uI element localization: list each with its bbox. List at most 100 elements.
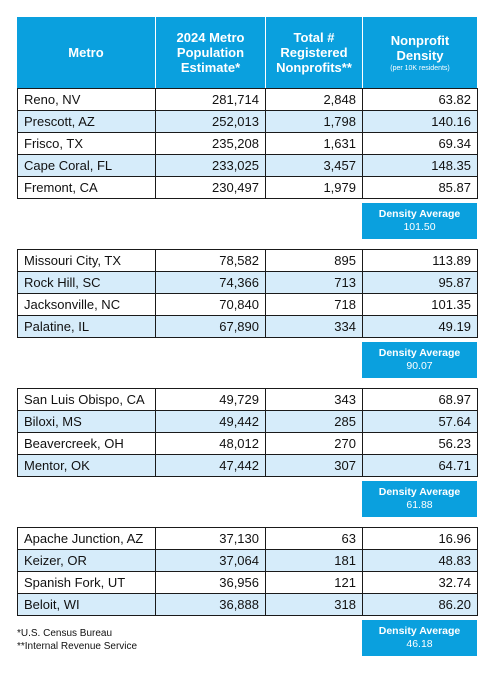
density-cell: 32.74	[362, 571, 478, 594]
metro-cell: Rock Hill, SC	[17, 271, 156, 294]
density-average-label: Density Average	[378, 347, 461, 359]
density-cell: 16.96	[362, 527, 478, 550]
footnotes: *U.S. Census Bureau **Internal Revenue S…	[17, 627, 137, 653]
table-row: Frisco, TX 235,208 1,631 69.34	[17, 132, 478, 155]
metro-cell: Spanish Fork, UT	[17, 571, 156, 594]
table-row: Spanish Fork, UT 36,956 121 32.74	[17, 571, 478, 594]
density-average-value: 61.88	[406, 499, 433, 511]
population-cell: 37,130	[155, 527, 266, 550]
header-metro: Metro	[68, 45, 104, 60]
population-cell: 233,025	[155, 154, 266, 177]
nonprofits-cell: 334	[265, 315, 363, 338]
density-cell: 48.83	[362, 549, 478, 572]
table-header: Metro 2024 Metro Population Estimate* To…	[17, 17, 477, 88]
table-row: Biloxi, MS 49,442 285 57.64	[17, 410, 478, 433]
table-group-2: Missouri City, TX 78,582 895 113.89 Rock Hil…	[17, 249, 478, 378]
density-average-box: Density Average 46.18	[362, 620, 477, 656]
metro-cell: Frisco, TX	[17, 132, 156, 155]
metro-cell: Missouri City, TX	[17, 249, 156, 272]
density-cell: 148.35	[362, 154, 478, 177]
table-row: Beavercreek, OH 48,012 270 56.23	[17, 432, 478, 455]
density-cell: 140.16	[362, 110, 478, 133]
metro-cell: Fremont, CA	[17, 176, 156, 199]
table-row: Rock Hill, SC 74,366 713 95.87	[17, 271, 478, 294]
density-average-value: 90.07	[406, 360, 433, 372]
density-cell: 86.20	[362, 593, 478, 616]
table-row: San Luis Obispo, CA 49,729 343 68.97	[17, 388, 478, 411]
table-group-1: Reno, NV 281,714 2,848 63.82 Prescott, AZ 252…	[17, 88, 478, 239]
footnote-irs: **Internal Revenue Service	[17, 641, 138, 652]
density-cell: 85.87	[362, 176, 478, 199]
nonprofits-cell: 270	[265, 432, 363, 455]
metro-cell: Jacksonville, NC	[17, 293, 156, 316]
density-average-value: 46.18	[406, 638, 433, 650]
nonprofits-cell: 181	[265, 549, 363, 572]
table-row: Apache Junction, AZ 37,130 63 16.96	[17, 527, 478, 550]
population-cell: 281,714	[155, 88, 266, 111]
nonprofits-cell: 1,631	[265, 132, 363, 155]
population-cell: 47,442	[155, 454, 266, 477]
table-group-3: San Luis Obispo, CA 49,729 343 68.97 Biloxi,…	[17, 388, 478, 517]
metro-cell: Keizer, OR	[17, 549, 156, 572]
metro-cell: Reno, NV	[17, 88, 156, 111]
nonprofits-cell: 1,798	[265, 110, 363, 133]
nonprofits-cell: 63	[265, 527, 363, 550]
density-cell: 49.19	[362, 315, 478, 338]
nonprofits-cell: 318	[265, 593, 363, 616]
population-cell: 36,888	[155, 593, 266, 616]
nonprofits-cell: 3,457	[265, 154, 363, 177]
table-row: Jacksonville, NC 70,840 718 101.35	[17, 293, 478, 316]
density-cell: 68.97	[362, 388, 478, 411]
nonprofits-cell: 718	[265, 293, 363, 316]
nonprofits-cell: 2,848	[265, 88, 363, 111]
header-density: Nonprofit Density (per 10K residents)	[362, 17, 477, 88]
density-cell: 64.71	[362, 454, 478, 477]
table-row: Palatine, IL 67,890 334 49.19	[17, 315, 478, 338]
density-cell: 101.35	[362, 293, 478, 316]
density-average-value: 101.50	[403, 221, 436, 233]
table-row: Prescott, AZ 252,013 1,798 140.16	[17, 110, 478, 133]
population-cell: 74,366	[155, 271, 266, 294]
density-cell: 95.87	[362, 271, 478, 294]
density-average-box: Density Average 61.88	[362, 481, 477, 517]
nonprofits-cell: 343	[265, 388, 363, 411]
footnote-census: *U.S. Census Bureau	[17, 628, 113, 639]
metro-cell: Mentor, OK	[17, 454, 156, 477]
table-row: Mentor, OK 47,442 307 64.71	[17, 454, 478, 477]
density-average-label: Density Average	[378, 625, 461, 637]
density-average-box: Density Average 90.07	[362, 342, 477, 378]
population-cell: 49,442	[155, 410, 266, 433]
density-average-label: Density Average	[378, 486, 461, 498]
header-population: 2024 Metro Population Estimate*	[155, 17, 265, 88]
table-group-4: Apache Junction, AZ 37,130 63 16.96 Keizer, …	[17, 527, 478, 656]
data-table: Reno, NV 281,714 2,848 63.82 Prescott, AZ 252…	[17, 88, 478, 199]
metro-cell: Prescott, AZ	[17, 110, 156, 133]
data-table: Apache Junction, AZ 37,130 63 16.96 Keizer, …	[17, 527, 478, 616]
metro-cell: Beloit, WI	[17, 593, 156, 616]
population-cell: 78,582	[155, 249, 266, 272]
table-row: Reno, NV 281,714 2,848 63.82	[17, 88, 478, 111]
population-cell: 37,064	[155, 549, 266, 572]
population-cell: 49,729	[155, 388, 266, 411]
table-row: Missouri City, TX 78,582 895 113.89	[17, 249, 478, 272]
metro-cell: Palatine, IL	[17, 315, 156, 338]
nonprofits-cell: 307	[265, 454, 363, 477]
density-cell: 113.89	[362, 249, 478, 272]
nonprofits-cell: 285	[265, 410, 363, 433]
nonprofits-cell: 1,979	[265, 176, 363, 199]
metro-cell: Apache Junction, AZ	[17, 527, 156, 550]
density-cell: 56.23	[362, 432, 478, 455]
metro-cell: Beavercreek, OH	[17, 432, 156, 455]
population-cell: 235,208	[155, 132, 266, 155]
density-average-box: Density Average 101.50	[362, 203, 477, 239]
table-row: Keizer, OR 37,064 181 48.83	[17, 549, 478, 572]
nonprofits-cell: 121	[265, 571, 363, 594]
population-cell: 36,956	[155, 571, 266, 594]
table-row: Fremont, CA 230,497 1,979 85.87	[17, 176, 478, 199]
population-cell: 48,012	[155, 432, 266, 455]
population-cell: 70,840	[155, 293, 266, 316]
data-table: San Luis Obispo, CA 49,729 343 68.97 Biloxi,…	[17, 388, 478, 477]
header-nonprofits: Total # Registered Nonprofits**	[265, 17, 362, 88]
metro-cell: Cape Coral, FL	[17, 154, 156, 177]
metro-cell: Biloxi, MS	[17, 410, 156, 433]
